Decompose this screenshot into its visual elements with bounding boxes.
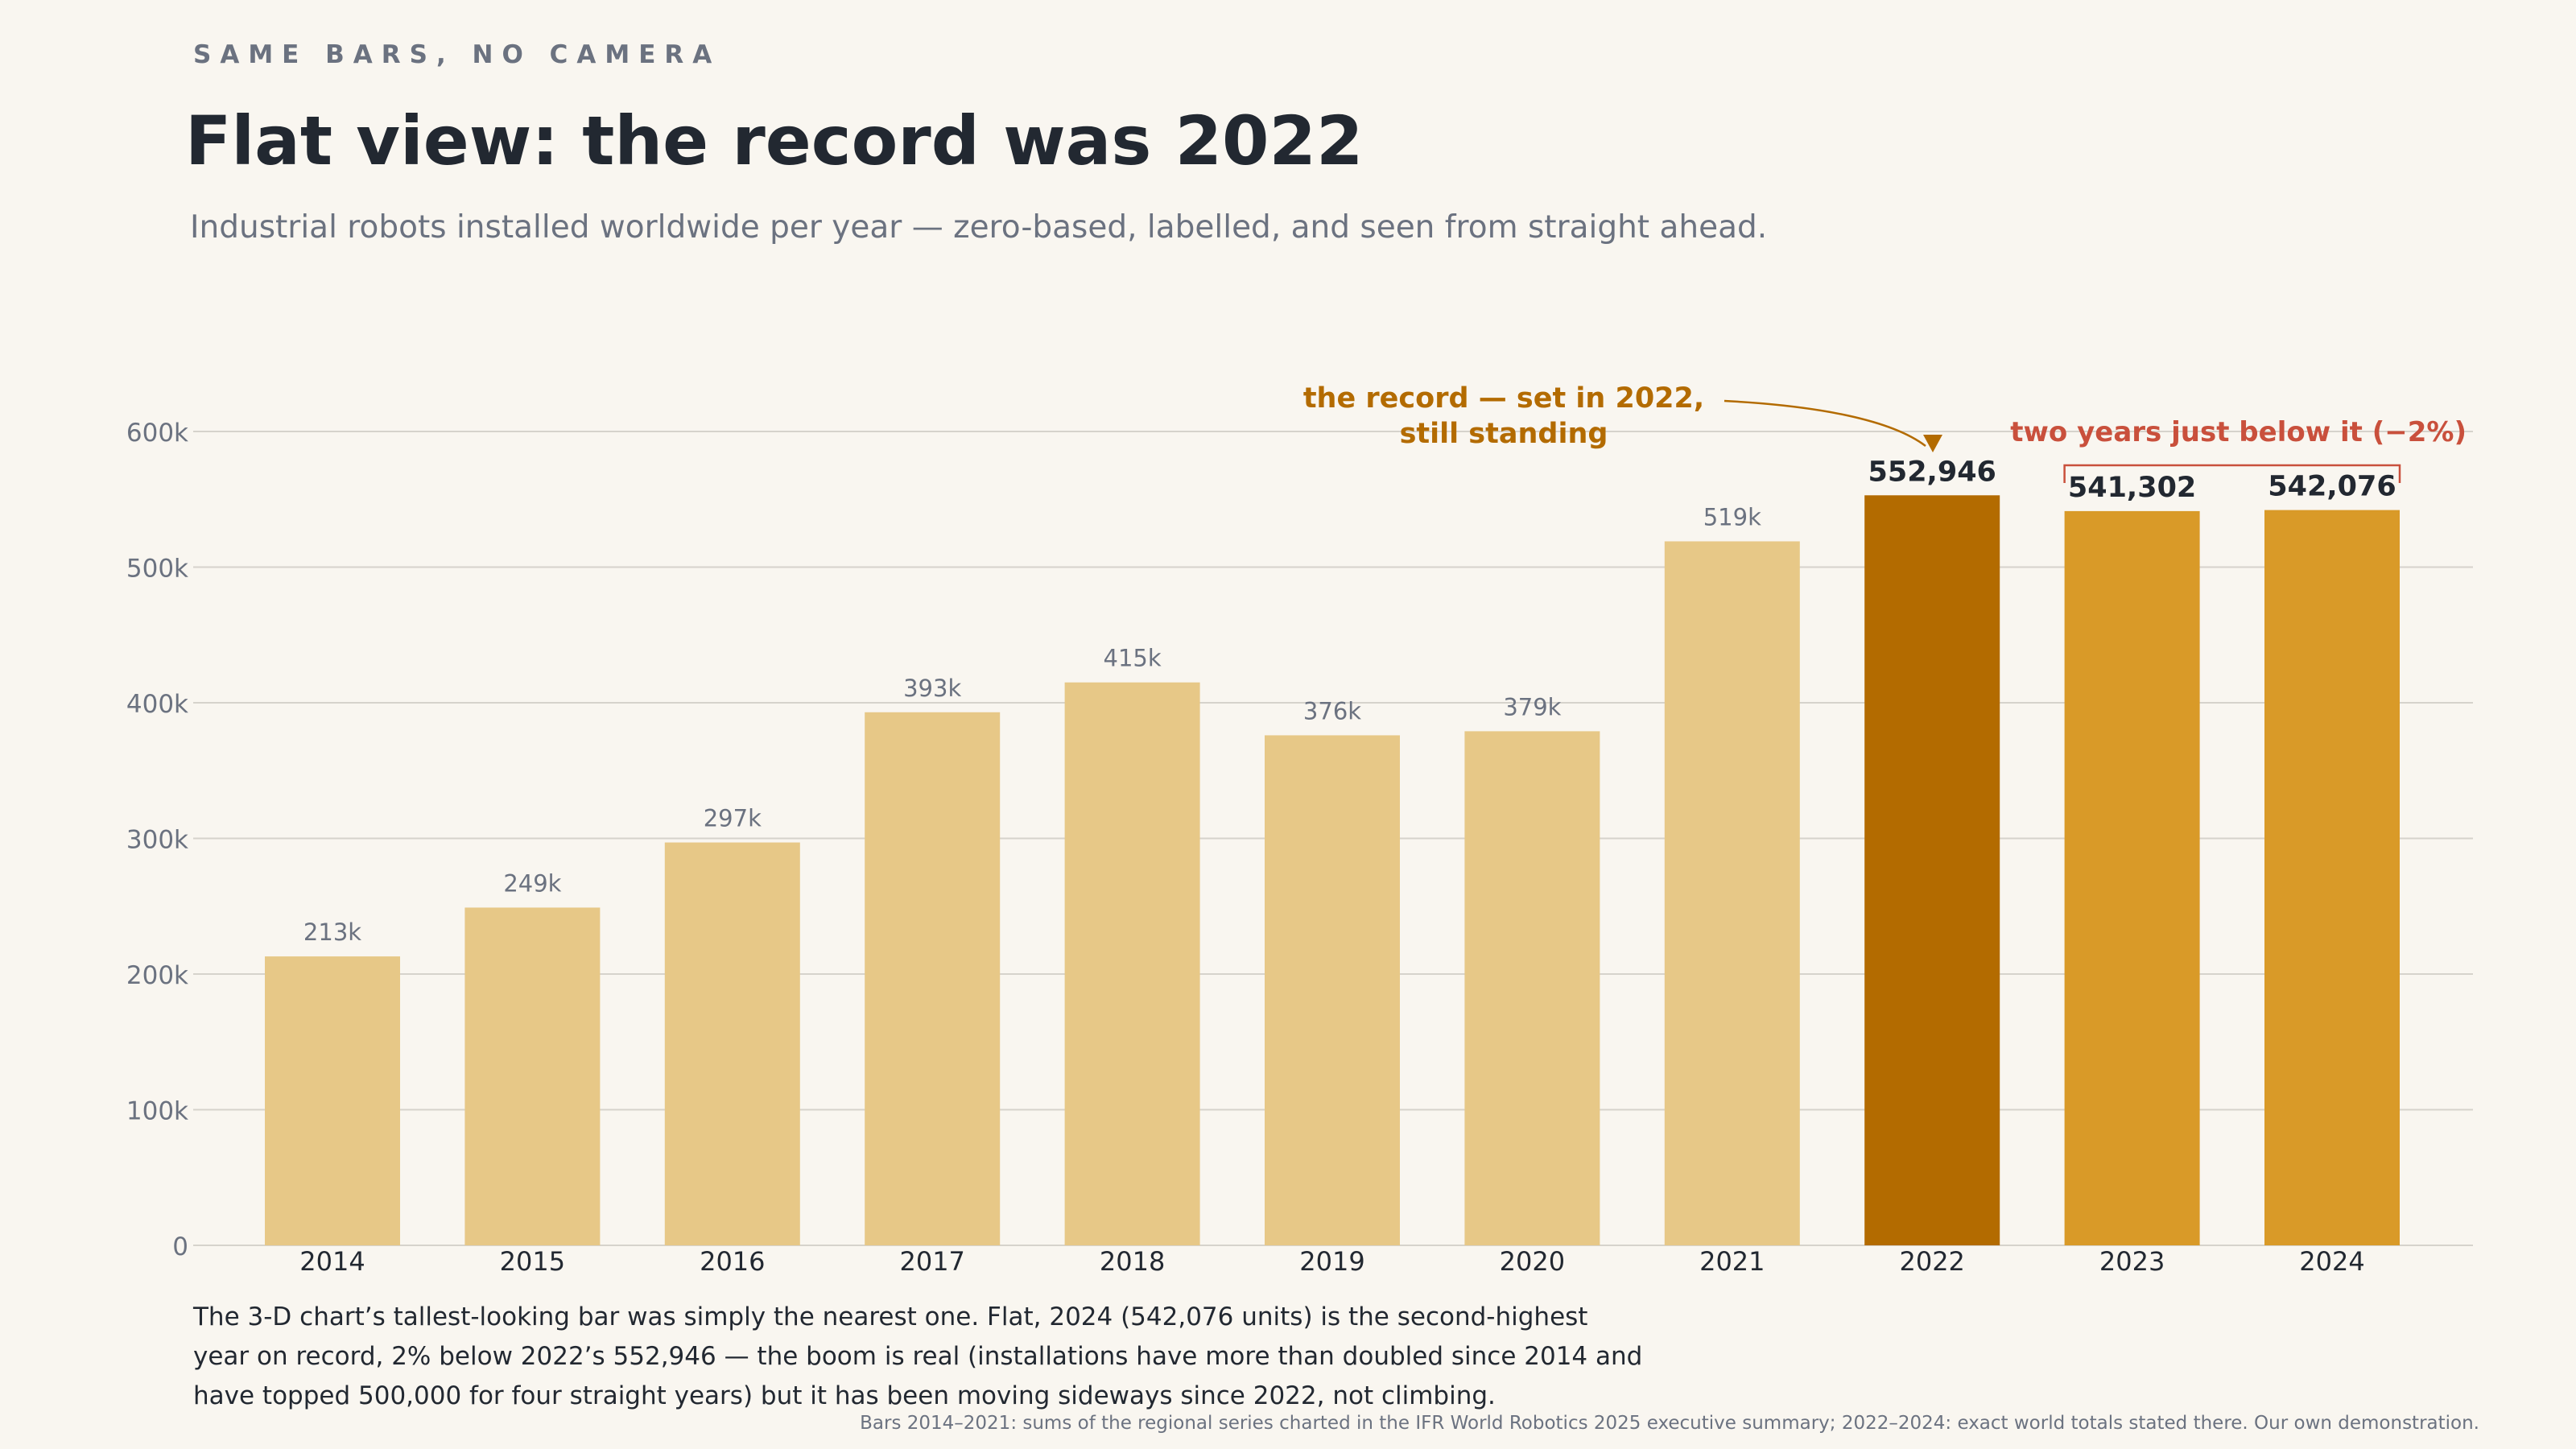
x-tick-label-2022: 2022 [1899, 1246, 1964, 1277]
bar-2021 [1664, 541, 1800, 1245]
value-labels: 213k 249k 297k 393k 415k 376k 379k 519k 552,946 5… [303, 456, 2396, 946]
value-label-2023: 541,302 [2068, 472, 2196, 504]
record-arrowhead-icon [1923, 435, 1942, 452]
x-tick-label-2018: 2018 [1100, 1246, 1165, 1277]
bar-2014 [265, 956, 400, 1245]
y-tick-label: 200k [126, 961, 188, 990]
bar-2018 [1064, 682, 1200, 1245]
bar-2020 [1464, 731, 1600, 1245]
chart-title: Flat view: the record was 2022 [185, 101, 1364, 180]
y-tick-label: 300k [126, 826, 188, 855]
chart-subtitle: Industrial robots installed worldwide pe… [190, 209, 1768, 246]
bar-2024 [2264, 510, 2400, 1245]
record-annotation-arrow [1724, 399, 1926, 447]
bracket-annotation-label: two years just below it (−2%) [2010, 416, 2467, 448]
x-tick-label-2024: 2024 [2299, 1246, 2364, 1277]
value-label-2024: 542,076 [2268, 471, 2396, 503]
takeaway-line-1: The 3-D chart’s tallest-looking bar was … [193, 1302, 1588, 1331]
x-tick-label-2021: 2021 [1699, 1246, 1765, 1277]
y-tick-label: 500k [126, 555, 188, 584]
y-tick-label: 400k [126, 690, 188, 719]
value-label-2017: 393k [903, 675, 961, 702]
annotations: the record — set in 2022, still standing… [1303, 382, 2467, 483]
source-note: Bars 2014–2021: sums of the regional ser… [860, 1413, 2479, 1434]
x-tick-label-2019: 2019 [1299, 1246, 1364, 1277]
bar-2023 [2064, 510, 2200, 1245]
bar-2017 [865, 712, 1001, 1245]
value-label-2016: 297k [704, 805, 762, 832]
x-tick-label-2015: 2015 [500, 1246, 565, 1277]
x-axis-ticks: 2014 2015 2016 2017 2018 2019 2020 2021 2022 2023… [299, 1246, 2364, 1277]
y-tick-label: 0 [172, 1232, 188, 1261]
x-tick-label-2014: 2014 [299, 1246, 365, 1277]
takeaway-line-3: have topped 500,000 for four straight ye… [193, 1381, 1496, 1410]
bar-2016 [664, 842, 800, 1245]
value-label-2019: 376k [1303, 697, 1361, 724]
bars [265, 495, 2400, 1245]
x-tick-label-2016: 2016 [700, 1246, 765, 1277]
y-tick-label: 600k [126, 419, 188, 448]
value-label-2022: 552,946 [1868, 456, 1996, 488]
value-label-2021: 519k [1703, 503, 1761, 530]
takeaway-line-2: year on record, 2% below 2022’s 552,946 … [193, 1342, 1643, 1371]
chart-kicker: SAME BARS, NO CAMERA [193, 40, 721, 69]
x-tick-label-2023: 2023 [2099, 1246, 2165, 1277]
value-label-2018: 415k [1104, 645, 1162, 672]
value-label-2014: 213k [303, 919, 361, 946]
record-annotation-line1: the record — set in 2022, [1303, 382, 1704, 415]
value-label-2015: 249k [503, 869, 561, 897]
bar-2015 [464, 907, 601, 1245]
y-axis-ticks: 0 100k 200k 300k 400k 500k 600k [126, 419, 188, 1261]
bar-2019 [1265, 735, 1400, 1245]
record-annotation-line2: still standing [1400, 418, 1608, 450]
y-tick-label: 100k [126, 1097, 188, 1126]
x-tick-label-2020: 2020 [1500, 1246, 1565, 1277]
x-tick-label-2017: 2017 [899, 1246, 964, 1277]
recent-years-bracket [2063, 464, 2401, 483]
takeaway-text: The 3-D chart’s tallest-looking bar was … [193, 1298, 1723, 1416]
value-label-2020: 379k [1503, 693, 1561, 720]
bar-2022 [1864, 495, 2000, 1245]
